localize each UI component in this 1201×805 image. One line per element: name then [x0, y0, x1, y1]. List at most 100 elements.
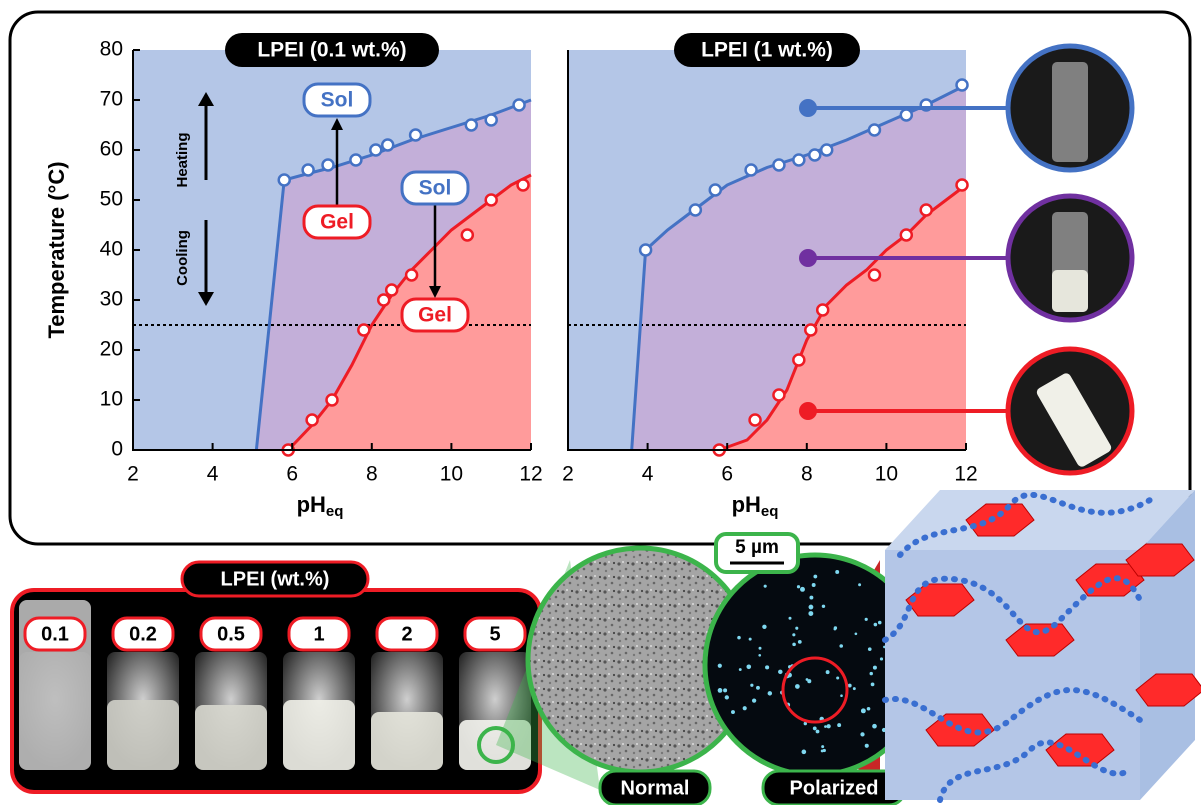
- vial: [1052, 62, 1088, 162]
- speck: [765, 665, 770, 670]
- y-axis-label: Temperature (°C): [44, 161, 69, 338]
- crystallite: [965, 503, 1035, 537]
- speck: [808, 611, 814, 616]
- y-tick-label: 40: [100, 238, 123, 261]
- y-tick-label: 50: [100, 188, 123, 211]
- speck: [797, 639, 802, 644]
- annotation: Gel: [418, 304, 452, 327]
- y-tick-label: 70: [100, 88, 123, 111]
- data-point: [815, 303, 830, 317]
- photo-column: [799, 43, 1135, 476]
- speck: [872, 723, 877, 729]
- arrow-head: [429, 286, 441, 298]
- speck: [803, 721, 807, 726]
- x-tick-label: 4: [207, 463, 219, 486]
- x-tick-label: 10: [875, 463, 898, 486]
- zoom-spot: [477, 726, 515, 764]
- x-tick-label: 8: [801, 463, 813, 486]
- speck: [821, 604, 826, 609]
- data-point: [460, 228, 475, 242]
- title-pill: [225, 33, 439, 67]
- polymer-chain: [882, 491, 1153, 803]
- y-tick-label: 20: [100, 338, 123, 361]
- data-point: [516, 178, 530, 192]
- vial-contents: [283, 700, 355, 770]
- vial-label-pill: [287, 616, 351, 652]
- vial-label-pill: [375, 616, 439, 652]
- annotation-pill: [400, 170, 470, 206]
- speck: [858, 583, 862, 587]
- speck: [837, 723, 842, 728]
- x-tick-label: 4: [642, 463, 654, 486]
- vial-label: 0.1: [41, 623, 69, 645]
- speck: [808, 604, 814, 610]
- speck: [746, 664, 752, 670]
- arrow-head: [198, 92, 214, 106]
- vial-contents: [459, 720, 531, 770]
- data-point: [808, 148, 822, 162]
- speck: [826, 724, 831, 729]
- vial-contents: [195, 705, 267, 770]
- speck: [742, 706, 747, 711]
- data-point: [792, 353, 806, 367]
- charts: 2 4 6 8 10 12 0 10 20 30 40 50 60 70 80 Temperature (°C…: [44, 33, 978, 520]
- speck: [813, 574, 818, 579]
- speck: [811, 583, 816, 587]
- speck: [864, 617, 868, 621]
- vials-title-pill: [180, 560, 370, 598]
- speck: [737, 635, 741, 640]
- speck: [723, 688, 728, 693]
- speck: [839, 644, 844, 648]
- speck: [815, 729, 820, 734]
- speck: [763, 584, 767, 588]
- speck: [717, 688, 723, 693]
- annotation: Sol: [419, 177, 452, 200]
- vial-label: 1: [313, 623, 324, 645]
- arrow-head: [331, 118, 343, 130]
- speck: [869, 671, 873, 676]
- scale-bar-label: 5 µm: [735, 537, 779, 558]
- speck: [750, 683, 754, 687]
- speck: [852, 687, 856, 691]
- x-axis-label: pHeq: [297, 492, 344, 520]
- chart: 2 4 6 8 10 12 pHeq LPEI (1 wt.%): [562, 33, 978, 520]
- connector-dot: [799, 249, 817, 267]
- vial-label-pill: [111, 616, 175, 652]
- micrograph-label: Normal: [621, 777, 690, 799]
- zoom-circle: [781, 656, 849, 724]
- speck: [748, 637, 752, 641]
- data-point: [899, 228, 914, 242]
- x-axis-label-sub: eq: [761, 503, 779, 520]
- speck: [836, 676, 840, 680]
- vial-label: 0.2: [129, 623, 157, 645]
- speck: [738, 668, 742, 671]
- speck: [879, 657, 884, 661]
- data-point: [792, 153, 806, 167]
- data-point: [301, 163, 315, 177]
- y-tick-label: 30: [100, 288, 123, 311]
- data-point: [376, 293, 391, 307]
- data-point: [464, 118, 479, 132]
- data-point: [819, 143, 834, 157]
- speck: [792, 642, 796, 647]
- data-point: [357, 323, 371, 337]
- crystallite: [1045, 733, 1115, 767]
- x-tick-label: 8: [366, 463, 378, 486]
- data-point: [512, 98, 526, 112]
- y-tick-label: 0: [111, 438, 123, 461]
- annotation: Heating: [174, 132, 191, 187]
- speck: [717, 663, 722, 668]
- annotation: Sol: [321, 89, 354, 112]
- data-point: [804, 323, 818, 337]
- speck: [805, 678, 809, 681]
- speck: [873, 622, 878, 627]
- vial-label-pill: [199, 616, 263, 652]
- data-point: [772, 158, 786, 172]
- speck: [762, 624, 767, 630]
- data-point: [919, 203, 933, 217]
- cube-top: [885, 490, 1195, 550]
- network-cube: [882, 490, 1201, 803]
- speck: [796, 585, 801, 589]
- speck: [822, 748, 826, 753]
